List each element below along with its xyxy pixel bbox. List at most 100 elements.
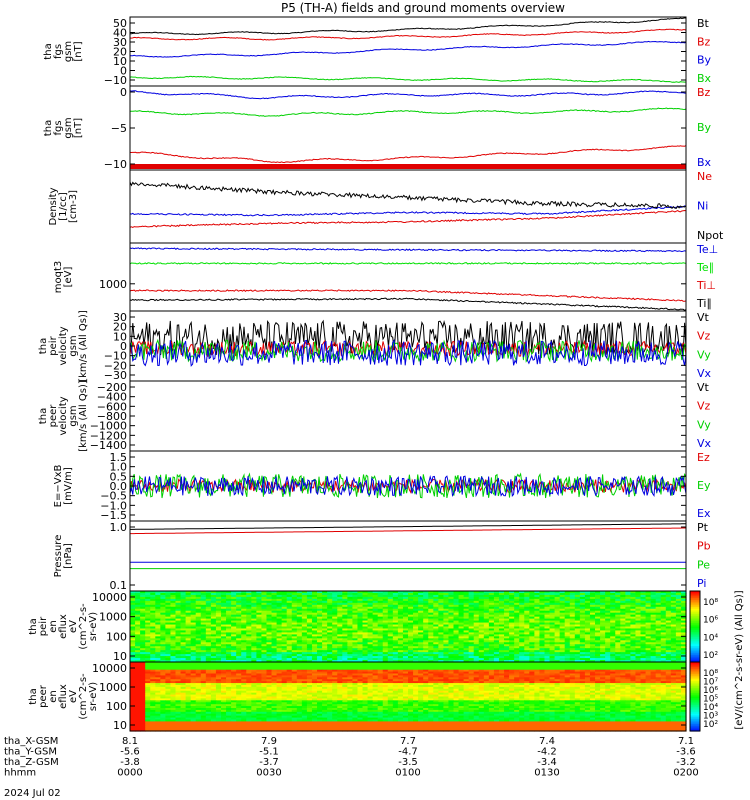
spectrogram-cell [276, 592, 283, 596]
spectrogram-cell [170, 606, 177, 610]
spectrogram-cell [140, 612, 146, 616]
spectrogram-cell [428, 606, 434, 610]
spectrogram-cell [559, 591, 566, 594]
spectrogram-cell [473, 656, 480, 659]
spectrogram-cell [504, 646, 510, 649]
spectrogram-cell [210, 665, 217, 669]
spectrogram-cell [226, 662, 232, 665]
spectrogram-cell [569, 658, 576, 661]
spectrogram-cell [271, 634, 278, 637]
spectrogram-cell [453, 652, 460, 655]
spectrogram-cell [630, 652, 637, 655]
spectrogram-cell [529, 630, 535, 634]
spectrogram-cell [635, 614, 642, 618]
spectrogram-cell [231, 663, 237, 667]
spectrogram-cell [579, 636, 586, 639]
spectrogram-cell [605, 671, 611, 675]
spectrogram-cell [372, 658, 379, 661]
spectrogram-cell [347, 616, 353, 620]
spectrogram-cell [190, 663, 197, 667]
spectrogram-cell [185, 606, 192, 610]
spectrogram-cell [569, 650, 576, 653]
spectrogram-cell [468, 606, 475, 610]
spectrogram-cell [645, 644, 652, 647]
spectrogram-cell [483, 665, 490, 669]
spectrogram-cell [276, 638, 283, 641]
spectrogram-cell [226, 598, 232, 602]
spectrogram-cell [150, 652, 156, 655]
spectrogram-cell [402, 660, 409, 663]
spectrogram-cell [514, 626, 520, 630]
spectrogram-cell [301, 640, 308, 643]
spectrogram-cell [276, 608, 283, 612]
spectrogram-cell [332, 663, 338, 667]
spectrogram-cell [342, 612, 348, 616]
spectrogram-cell [236, 612, 242, 616]
spectrogram-cell [514, 632, 520, 635]
spectrogram-cell [529, 646, 535, 649]
spectrogram-cell [463, 654, 470, 657]
spectrogram-cell [650, 654, 657, 657]
spectrogram-cell [615, 610, 621, 614]
spectrogram-cell [372, 673, 379, 677]
spectrogram-cell [185, 646, 192, 649]
spectrogram-cell [291, 673, 298, 677]
spectrogram-cell [165, 663, 172, 667]
spectrogram-cell [377, 654, 384, 657]
spectrogram-cell [680, 665, 687, 669]
spectrogram-cell [438, 665, 444, 669]
spectrogram-cell [291, 618, 298, 622]
spectrogram-cell [220, 624, 227, 628]
spectrogram-cell [645, 592, 652, 596]
spectrogram-cell [150, 604, 156, 608]
panel-frame [129, 380, 687, 452]
spectrogram-cell [357, 636, 364, 639]
spectrogram-cell [180, 654, 187, 657]
spectrogram-cell [433, 640, 439, 643]
spectrogram-cell [509, 652, 515, 655]
spectrogram-cell [296, 610, 303, 614]
spectrogram-cell [615, 626, 621, 630]
spectrogram-cell [261, 669, 268, 673]
spectrogram-cell [145, 638, 151, 641]
spectrogram-cell [600, 634, 606, 637]
spectrogram-cell [241, 658, 247, 661]
spectrogram-cell [579, 671, 586, 675]
spectrogram-cell [453, 662, 460, 665]
spectrogram-cell [205, 622, 212, 626]
spectrogram-cell [195, 650, 202, 653]
spectrogram-cell [473, 592, 480, 596]
spectrogram-cell [600, 652, 606, 655]
spectrogram-cell [347, 604, 353, 608]
spectrogram-cell [165, 626, 172, 630]
spectrogram-cell [241, 640, 247, 643]
spectrogram-cell [610, 608, 616, 612]
spectrogram-cell [549, 646, 556, 649]
spectrogram-cell [382, 662, 389, 665]
spectrogram-cell [554, 614, 561, 618]
spectrogram-cell [468, 642, 475, 645]
spectrogram-cell [660, 667, 667, 671]
spectrogram-cell [392, 604, 399, 608]
spectrogram-cell [342, 622, 348, 626]
spectrogram-cell [498, 650, 505, 653]
spectrogram-cell [443, 610, 450, 614]
spectrogram-cell [645, 612, 652, 616]
spectrogram-cell [509, 671, 515, 675]
spectrogram-cell [498, 610, 505, 614]
spectrogram-cell [640, 644, 647, 647]
spectrogram-cell [342, 624, 348, 628]
spectrogram-cell [443, 663, 450, 667]
spectrogram-cell [488, 610, 495, 614]
spectrogram-cell [584, 669, 591, 673]
spectrogram-cell [332, 622, 338, 626]
spectrogram-cell [625, 642, 631, 645]
spectrogram-cell [534, 602, 541, 606]
spectrogram-cell [534, 654, 541, 657]
spectrogram-cell [524, 654, 530, 657]
spectrogram-cell [458, 638, 465, 641]
spectrogram-cell [145, 610, 151, 614]
spectrogram-cell [332, 660, 338, 663]
y-tick-label: 100 [106, 630, 127, 643]
spectrogram-cell [180, 650, 187, 653]
